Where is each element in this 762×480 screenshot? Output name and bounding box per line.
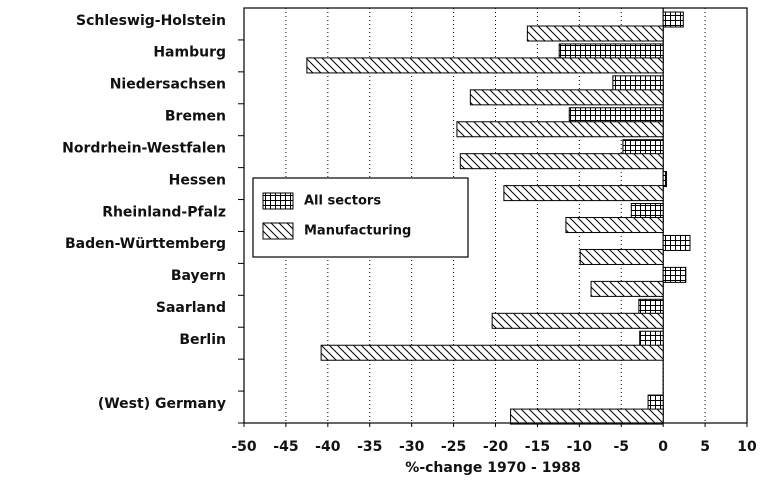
- bar: [320, 344, 664, 361]
- bar: [558, 43, 664, 60]
- x-tick-label: -5: [613, 439, 629, 455]
- x-tick-label: -50: [231, 439, 257, 455]
- x-tick-label: -35: [357, 439, 382, 455]
- bars: [306, 11, 691, 425]
- bar: [568, 107, 664, 124]
- bar: [662, 171, 668, 188]
- y-tick-label: Bayern: [171, 268, 226, 284]
- bar: [469, 89, 664, 106]
- y-tick-label: Schleswig-Holstein: [76, 13, 226, 29]
- y-tick-label: Bremen: [165, 109, 226, 125]
- bar: [662, 234, 691, 251]
- bar: [612, 75, 664, 92]
- x-tick-label: 10: [737, 439, 757, 455]
- bar: [638, 298, 664, 315]
- y-tick-label: Baden-Württemberg: [65, 236, 226, 252]
- bar: [510, 408, 664, 425]
- bar: [456, 121, 664, 138]
- x-tick-label: -30: [399, 439, 425, 455]
- legend-label: All sectors: [304, 194, 381, 209]
- y-tick-label: Nordrhein-Westfalen: [62, 140, 226, 156]
- x-tick-label: -25: [441, 439, 466, 455]
- y-tick-label: Hessen: [169, 172, 226, 188]
- labels: -50 -45 -40 -35 -30 -25 -20 -15 -10 -5 0 5 10Schlesw…: [62, 13, 757, 455]
- bar: [503, 185, 664, 202]
- y-tick-label: Saarland: [156, 300, 226, 316]
- bar: [630, 203, 664, 220]
- bar: [459, 153, 664, 170]
- x-tick-label: -45: [273, 439, 298, 455]
- y-tick-label: (West) Germany: [98, 396, 226, 412]
- x-tick-label: -40: [315, 439, 341, 455]
- bar: [622, 139, 664, 156]
- x-tick-label: 5: [700, 439, 710, 455]
- y-tick-label: Niedersachsen: [110, 77, 226, 93]
- bar: [579, 248, 664, 265]
- y-tick-label: Berlin: [179, 332, 226, 348]
- x-tick-label: -10: [567, 439, 593, 455]
- x-tick-label: -20: [483, 439, 509, 455]
- bar: [647, 394, 664, 411]
- bar: [565, 217, 664, 234]
- legend: All sectors Manufacturing: [252, 177, 469, 258]
- x-axis-label: %-change 1970 - 1988: [405, 460, 580, 476]
- legend-label: Manufacturing: [304, 224, 411, 239]
- bar: [306, 57, 664, 74]
- y-tick-label: Rheinland-Pfalz: [102, 204, 226, 220]
- bar: [491, 312, 664, 329]
- y-tick-label: Hamburg: [153, 45, 226, 61]
- bar: [639, 330, 664, 347]
- bar: [662, 11, 684, 28]
- legend-box: [252, 177, 469, 258]
- bar: [662, 266, 687, 283]
- bar: [590, 280, 664, 297]
- legend-swatch: [262, 222, 294, 240]
- legend-swatch: [262, 192, 294, 210]
- x-tick-label: 0: [658, 439, 668, 455]
- bar: [526, 25, 664, 42]
- x-tick-label: -15: [525, 439, 550, 455]
- plot-frame: [243, 7, 748, 424]
